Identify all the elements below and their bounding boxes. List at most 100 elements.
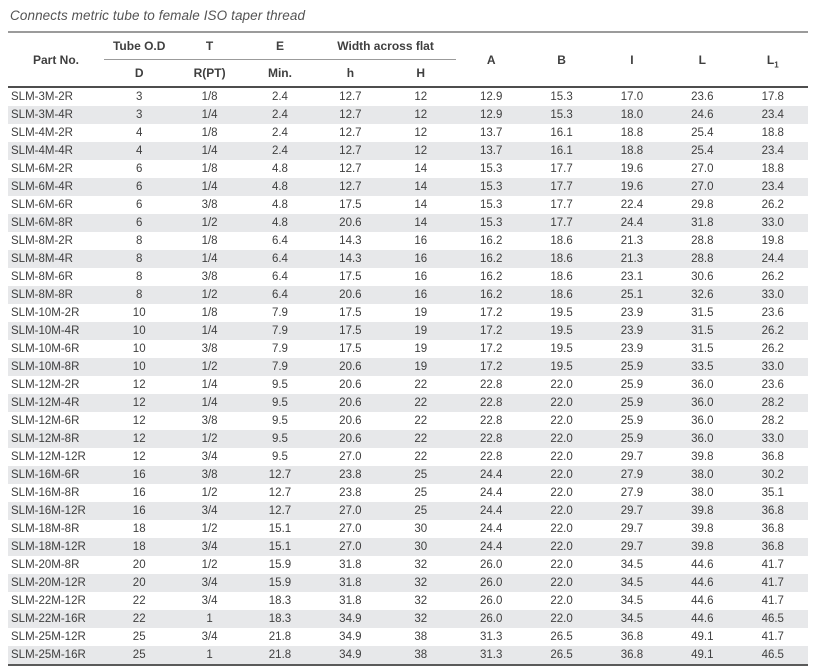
value-cell: 20.6 xyxy=(339,397,362,409)
value-cell: 16 xyxy=(414,271,428,283)
value-cell: 7.9 xyxy=(271,361,288,373)
value-cell: 25.9 xyxy=(620,397,644,409)
value-cell: 12.7 xyxy=(268,469,292,481)
value-cell: 6.4 xyxy=(271,289,288,301)
table-row: SLM-8M-2R 8 1/8 6.4 14.3 16 16.2 18.6 21.3 28.8 19… xyxy=(8,232,808,250)
table-row: SLM-6M-8R 6 1/2 4.8 20.6 14 15.3 17.7 24.4 31.8 33… xyxy=(8,214,808,232)
value-cell: 38.0 xyxy=(691,469,714,481)
value-cell: 12.7 xyxy=(339,181,362,193)
value-cell: 18.8 xyxy=(761,163,784,175)
value-cell: 1/4 xyxy=(201,379,218,391)
value-cell: 4.8 xyxy=(271,217,288,229)
value-cell: 12 xyxy=(414,109,428,121)
part-no-cell: SLM-20M-8R xyxy=(11,559,80,571)
col-header-h-lower: h xyxy=(315,59,386,88)
part-no-cell: SLM-22M-16R xyxy=(11,613,86,625)
value-cell: 17.2 xyxy=(479,325,503,337)
table-row: SLM-10M-4R 10 1/4 7.9 17.5 19 17.2 19.5 23.9 31.5… xyxy=(8,322,808,340)
value-cell: 41.7 xyxy=(761,631,784,643)
value-cell: 14 xyxy=(414,181,428,193)
table-row: SLM-3M-4R 3 1/4 2.4 12.7 12 12.9 15.3 18.0 24.6 23… xyxy=(8,106,808,124)
table-row: SLM-18M-12R 18 3/4 15.1 27.0 30 24.4 22.0 29.7 39… xyxy=(8,538,808,556)
value-cell: 30.6 xyxy=(691,271,714,283)
value-cell: 41.7 xyxy=(761,559,784,571)
part-no-cell: SLM-12M-6R xyxy=(11,415,80,427)
value-cell: 32 xyxy=(414,595,428,607)
part-no-cell: SLM-25M-12R xyxy=(11,631,86,643)
value-cell: 35.1 xyxy=(761,487,784,499)
value-cell: 14.3 xyxy=(339,253,362,265)
value-cell: 17.7 xyxy=(550,199,573,211)
value-cell: 12.7 xyxy=(339,109,362,121)
value-cell: 30.2 xyxy=(761,469,784,481)
value-cell: 27.0 xyxy=(339,541,362,553)
col-header-l: L xyxy=(667,32,738,88)
value-cell: 3/8 xyxy=(201,469,218,481)
value-cell: 12.9 xyxy=(479,91,503,103)
value-cell: 21.8 xyxy=(268,631,292,643)
value-cell: 1/8 xyxy=(201,127,218,139)
part-no-cell: SLM-12M-2R xyxy=(11,379,80,391)
part-no-cell: SLM-20M-12R xyxy=(11,577,86,589)
part-no-cell: SLM-4M-4R xyxy=(11,145,73,157)
part-no-cell: SLM-10M-6R xyxy=(11,343,80,355)
value-cell: 33.0 xyxy=(761,433,784,445)
value-cell: 32 xyxy=(414,559,428,571)
value-cell: 23.6 xyxy=(761,379,784,391)
col-header-d: D xyxy=(104,59,175,88)
table-row: SLM-12M-6R 12 3/8 9.5 20.6 22 22.8 22.0 25.9 36.0… xyxy=(8,412,808,430)
table-row: SLM-16M-6R 16 3/8 12.7 23.8 25 24.4 22.0 27.9 38.… xyxy=(8,466,808,484)
value-cell: 3/8 xyxy=(201,271,218,283)
value-cell: 25.9 xyxy=(620,415,644,427)
part-no-cell: SLM-16M-8R xyxy=(11,487,80,499)
value-cell: 24.4 xyxy=(761,253,784,265)
spec-table: Part No. Tube O.D T E Width across flat … xyxy=(8,31,808,666)
part-no-cell: SLM-6M-4R xyxy=(11,181,73,193)
value-cell: 17.7 xyxy=(550,181,573,193)
value-cell: 10 xyxy=(132,307,146,319)
value-cell: 1/2 xyxy=(201,361,218,373)
value-cell: 28.2 xyxy=(761,415,784,427)
part-no-cell: SLM-12M-12R xyxy=(11,451,86,463)
table-row: SLM-20M-12R 20 3/4 15.9 31.8 32 26.0 22.0 34.5 44… xyxy=(8,574,808,592)
value-cell: 36.0 xyxy=(691,379,714,391)
value-cell: 25 xyxy=(414,505,428,517)
value-cell: 26.2 xyxy=(761,343,784,355)
value-cell: 23.1 xyxy=(620,271,644,283)
table-row: SLM-6M-6R 6 3/8 4.8 17.5 14 15.3 17.7 22.4 29.8 26… xyxy=(8,196,808,214)
value-cell: 25.9 xyxy=(620,379,644,391)
value-cell: 39.8 xyxy=(691,505,714,517)
col-group-width-across-flat: Width across flat xyxy=(315,32,456,60)
value-cell: 16 xyxy=(132,487,146,499)
part-no-cell: SLM-16M-12R xyxy=(11,505,86,517)
table-row: SLM-16M-8R 16 1/2 12.7 23.8 25 24.4 22.0 27.9 38.… xyxy=(8,484,808,502)
value-cell: 15.9 xyxy=(268,577,292,589)
value-cell: 22.0 xyxy=(550,505,573,517)
value-cell: 3/4 xyxy=(201,631,218,643)
part-no-cell: SLM-22M-12R xyxy=(11,595,86,607)
value-cell: 18.8 xyxy=(761,127,784,139)
value-cell: 16.2 xyxy=(479,271,503,283)
value-cell: 22.0 xyxy=(550,595,573,607)
value-cell: 22.0 xyxy=(550,415,573,427)
value-cell: 32.6 xyxy=(691,289,714,301)
table-row: SLM-10M-6R 10 3/8 7.9 17.5 19 17.2 19.5 23.9 31.5… xyxy=(8,340,808,358)
value-cell: 22.8 xyxy=(479,451,503,463)
value-cell: 26.0 xyxy=(479,613,503,625)
value-cell: 44.6 xyxy=(691,577,714,589)
value-cell: 8 xyxy=(135,235,143,247)
value-cell: 22.8 xyxy=(479,415,503,427)
value-cell: 21.3 xyxy=(620,253,644,265)
value-cell: 4.8 xyxy=(271,199,288,211)
value-cell: 16 xyxy=(414,289,428,301)
table-row: SLM-12M-8R 12 1/2 9.5 20.6 22 22.8 22.0 25.9 36.0… xyxy=(8,430,808,448)
value-cell: 1 xyxy=(206,613,213,625)
value-cell: 19 xyxy=(414,343,428,355)
value-cell: 1/8 xyxy=(201,163,218,175)
value-cell: 17.5 xyxy=(339,325,362,337)
value-cell: 3/4 xyxy=(201,505,218,517)
table-row: SLM-22M-16R 22 1 18.3 34.9 32 26.0 22.0 34.5 44.6… xyxy=(8,610,808,628)
value-cell: 17.8 xyxy=(761,91,784,103)
value-cell: 27.0 xyxy=(339,523,362,535)
value-cell: 1/2 xyxy=(201,487,218,499)
